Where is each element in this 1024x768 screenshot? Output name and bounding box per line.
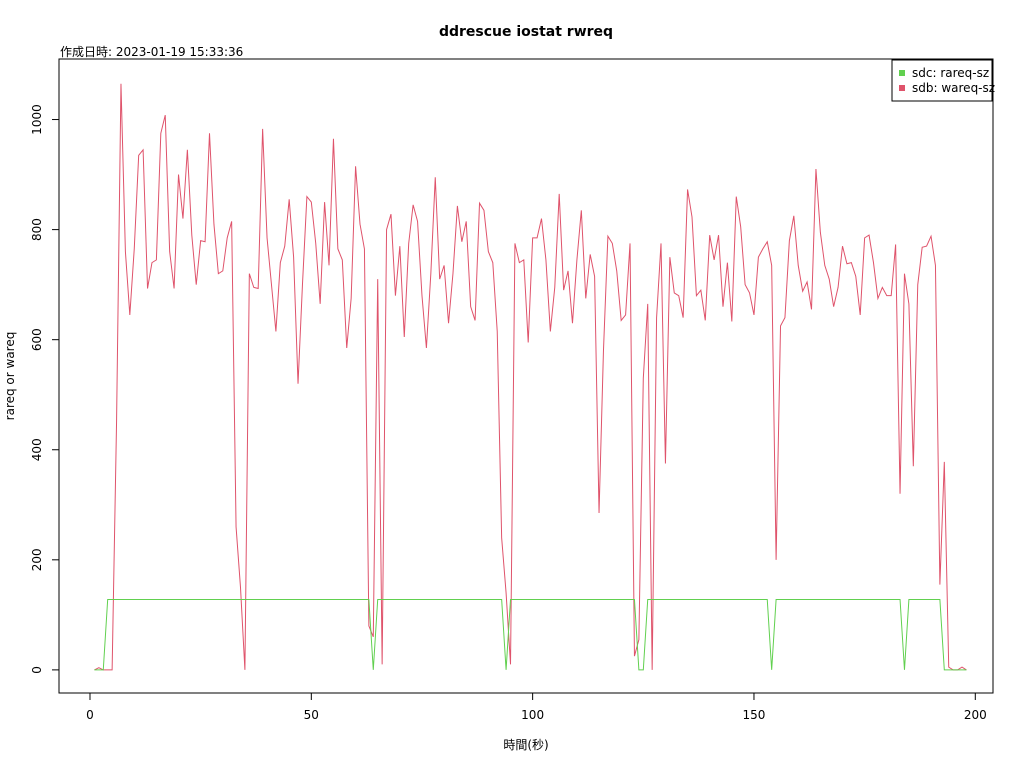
x-tick-label: 200 xyxy=(964,708,987,722)
legend-label-sdc: sdc: rareq-sz xyxy=(912,66,989,80)
series-layer xyxy=(94,83,967,671)
series-line-sdb-wareq xyxy=(94,83,967,671)
y-axis-label: rareq or wareq xyxy=(3,332,17,421)
y-tick-label: 0 xyxy=(30,666,44,674)
legend-label-sdb: sdb: wareq-sz xyxy=(912,81,995,95)
plot-frame xyxy=(58,58,994,694)
legend-swatch-sdc xyxy=(899,70,905,76)
x-tick-label: 150 xyxy=(743,708,766,722)
x-axis-label: 時間(秒) xyxy=(503,738,548,752)
x-tick-label: 100 xyxy=(521,708,544,722)
chart-subtitle: 作成日時: 2023-01-19 15:33:36 xyxy=(60,45,243,59)
x-tick-label: 50 xyxy=(304,708,319,722)
legend-box xyxy=(891,59,993,102)
y-tick-label: 800 xyxy=(30,218,44,241)
y-axis: 0 200 400 600 800 1000 xyxy=(30,104,60,674)
y-tick-label: 1000 xyxy=(30,104,44,135)
y-tick-label: 400 xyxy=(30,438,44,461)
legend: sdc: rareq-sz sdb: wareq-sz xyxy=(891,59,995,102)
y-tick-label: 600 xyxy=(30,328,44,351)
y-tick-label: 200 xyxy=(30,548,44,571)
series-line-sdc-rareq xyxy=(94,598,967,671)
x-axis: 0 50 100 150 200 xyxy=(86,692,987,722)
legend-swatch-sdb xyxy=(899,85,905,91)
chart-title: ddrescue iostat rwreq xyxy=(439,24,613,40)
x-tick-label: 0 xyxy=(86,708,94,722)
